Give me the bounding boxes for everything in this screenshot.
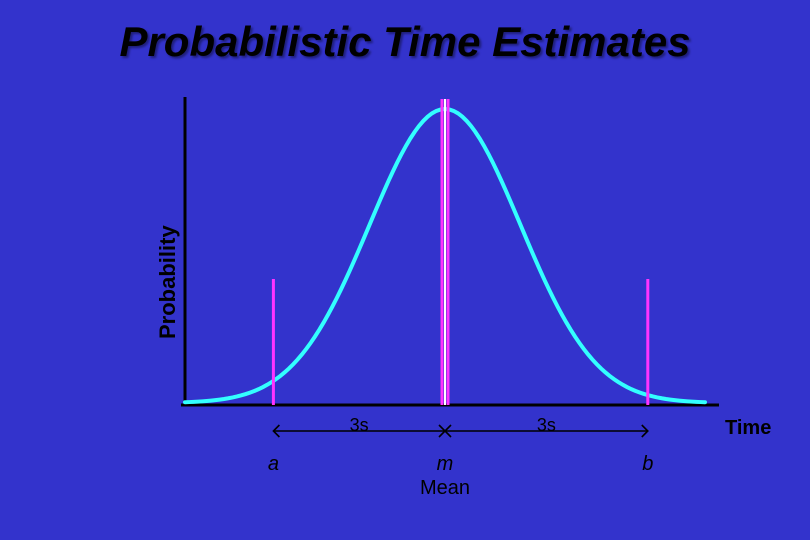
distribution-chart xyxy=(145,65,745,445)
x-tick-mean: Mean xyxy=(415,477,475,500)
span-label-right-3s: 3s xyxy=(516,415,576,436)
x-tick-b: b xyxy=(618,453,678,476)
slide: Probabilistic Time Estimates Probability… xyxy=(0,0,810,540)
x-tick-a: a xyxy=(243,453,303,476)
span-label-left-3s: 3s xyxy=(329,415,389,436)
x-tick-m: m xyxy=(415,453,475,476)
slide-title: Probabilistic Time Estimates xyxy=(0,18,810,66)
